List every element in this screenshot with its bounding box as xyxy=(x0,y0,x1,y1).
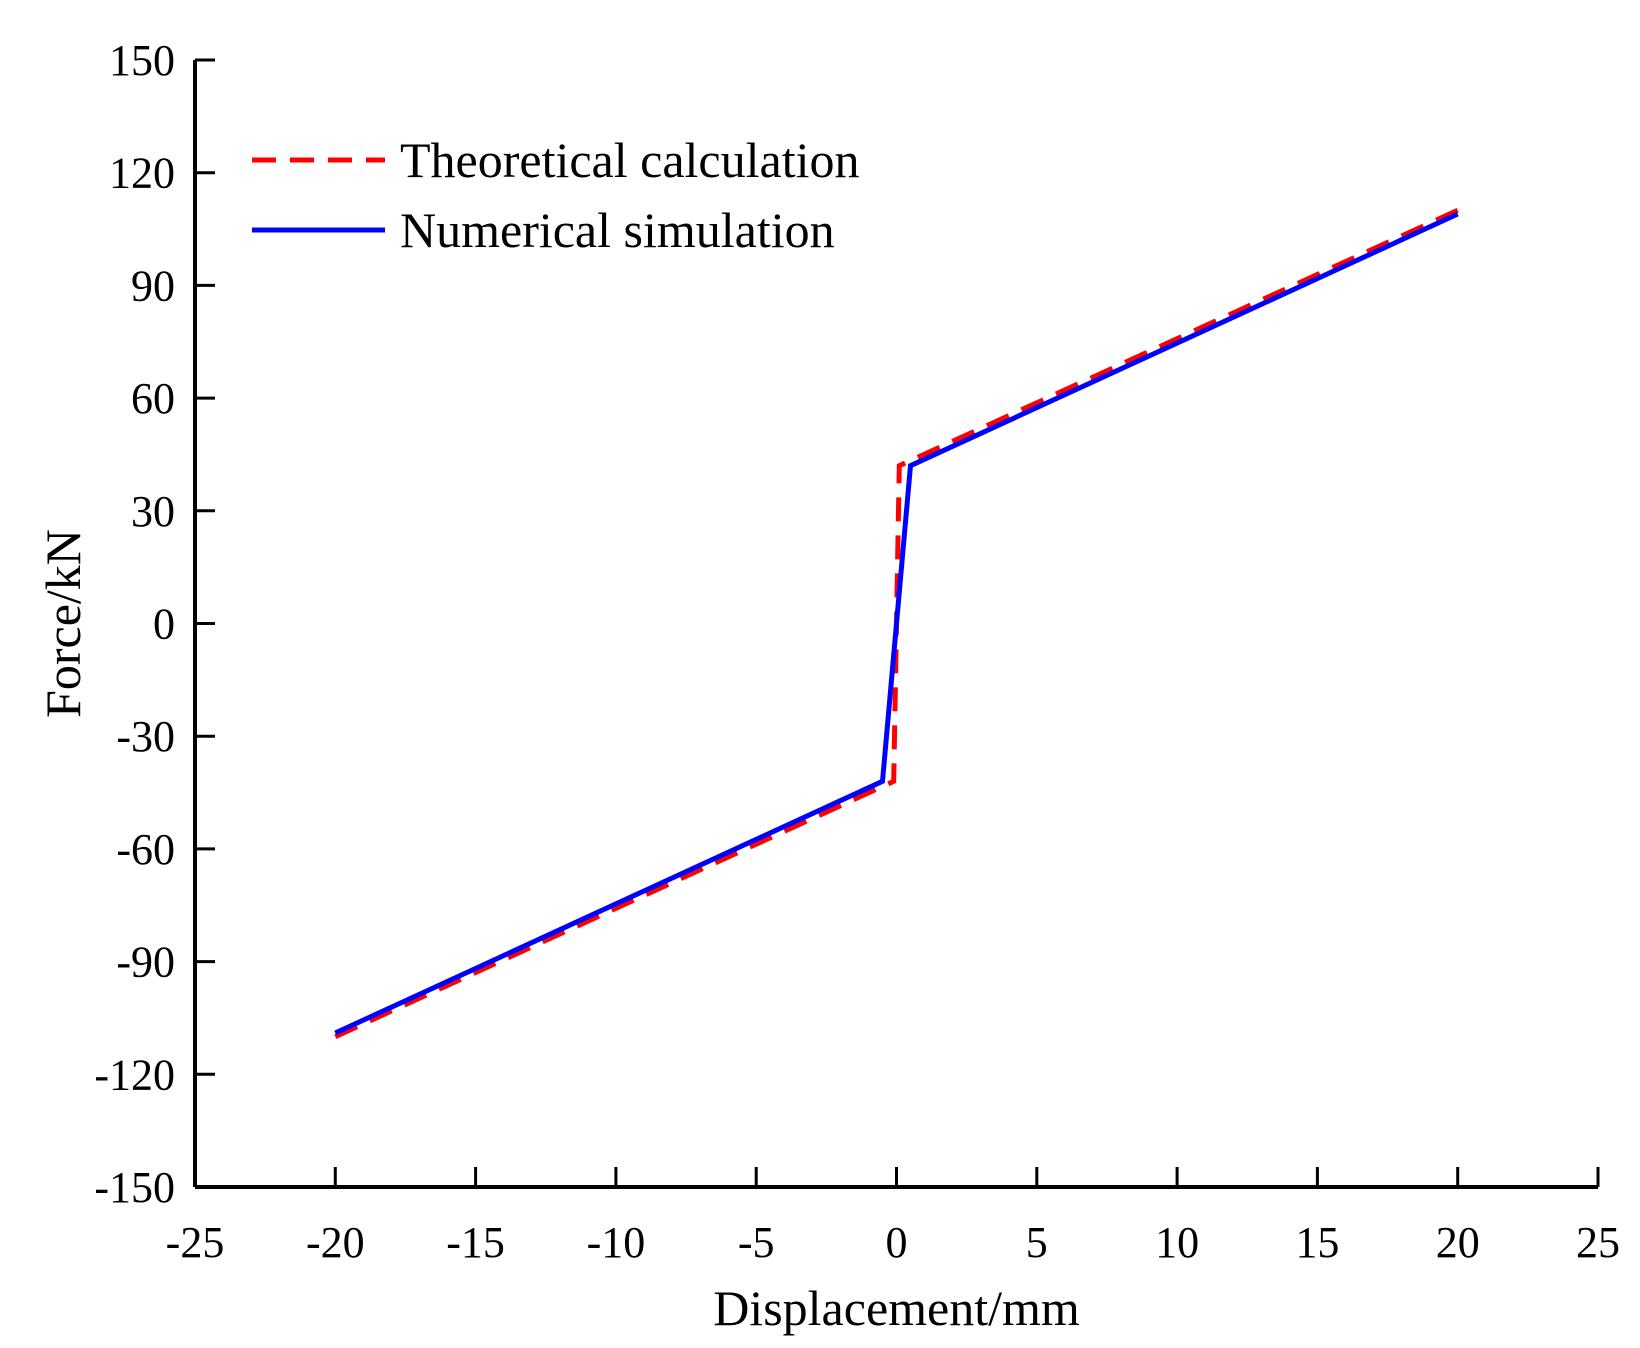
y-tick-label: -90 xyxy=(116,938,175,987)
y-tick-label: 60 xyxy=(131,374,175,423)
y-tick-label: -150 xyxy=(94,1163,175,1212)
x-tick-label: -10 xyxy=(587,1218,646,1267)
y-tick-label: 150 xyxy=(109,36,175,85)
x-axis-title: Displacement/mm xyxy=(713,1280,1080,1336)
series-group xyxy=(334,208,1459,1039)
x-tick-label: -15 xyxy=(446,1218,505,1267)
x-tick-label: 15 xyxy=(1295,1218,1339,1267)
legend: Theoretical calculation Numerical simulat… xyxy=(252,132,859,258)
x-tick-label: 10 xyxy=(1155,1218,1199,1267)
legend-label-numerical: Numerical simulation xyxy=(400,202,835,258)
series-line-numerical xyxy=(334,211,1459,1036)
y-tick-label: -30 xyxy=(116,712,175,761)
x-tick-label: -20 xyxy=(306,1218,365,1267)
legend-label-theoretical: Theoretical calculation xyxy=(400,132,859,188)
x-tick-label: 25 xyxy=(1576,1218,1620,1267)
axes: -25 -20 -15 -10 -5 0 5 10 15 20 25 -150 -120 -90 -60 -3… xyxy=(94,36,1620,1267)
y-tick-label: 90 xyxy=(131,261,175,310)
x-tick-label: 0 xyxy=(886,1218,908,1267)
y-tick-label: 30 xyxy=(131,487,175,536)
y-tick-label: -60 xyxy=(116,825,175,874)
x-tick-label: 5 xyxy=(1026,1218,1048,1267)
x-tick-label: -25 xyxy=(166,1218,225,1267)
x-tick-label: -5 xyxy=(738,1218,775,1267)
x-tick-label: 20 xyxy=(1436,1218,1480,1267)
y-axis-title: Force/kN xyxy=(35,529,91,718)
y-tick-label: 120 xyxy=(109,149,175,198)
y-tick-label: -120 xyxy=(94,1050,175,1099)
y-tick-label: 0 xyxy=(153,600,175,649)
